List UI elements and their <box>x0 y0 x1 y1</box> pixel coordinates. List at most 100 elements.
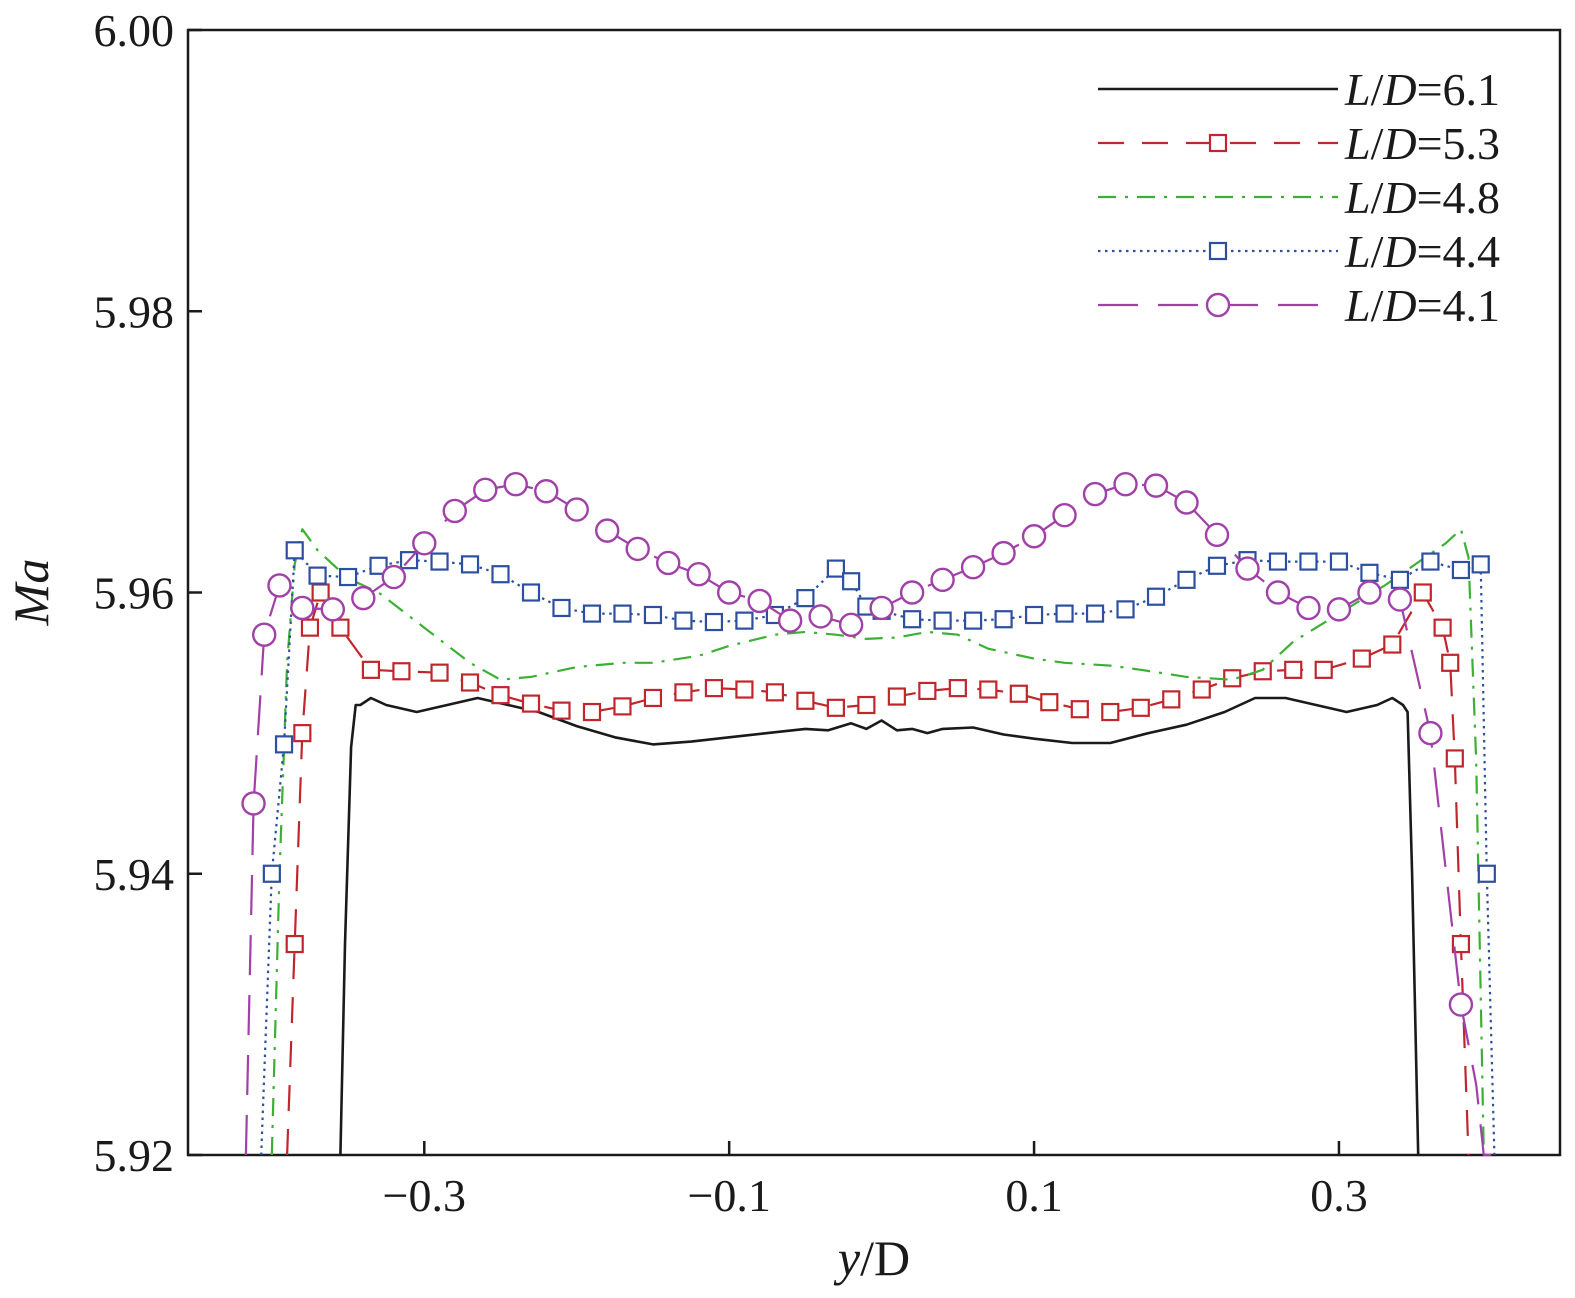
legend-entry: L/D=4.1 <box>1098 280 1500 331</box>
data-point <box>1383 635 1402 654</box>
data-point <box>903 610 922 629</box>
data-point <box>1235 556 1260 581</box>
data-point <box>534 479 559 504</box>
data-point <box>686 562 711 587</box>
data-point <box>918 681 937 701</box>
data-point <box>369 556 388 575</box>
data-point <box>656 550 681 576</box>
data-point <box>293 724 312 743</box>
y-tick-label: 5.98 <box>94 286 175 337</box>
series-l-d-4-8 <box>270 528 1485 1156</box>
data-point <box>503 472 528 497</box>
data-point <box>521 583 541 602</box>
data-point <box>747 588 772 614</box>
legend-entry: L/D=5.3 <box>1098 118 1500 169</box>
data-point <box>643 605 663 625</box>
data-point <box>1326 597 1352 622</box>
data-point <box>1055 604 1074 623</box>
data-point <box>1009 684 1028 703</box>
legend-label: L/D=6.1 <box>1344 64 1500 115</box>
data-point <box>338 567 358 587</box>
x-axis-title: y/D <box>833 1230 910 1286</box>
data-point <box>1387 587 1413 612</box>
data-point <box>1021 524 1047 549</box>
legend-label: L/D=4.4 <box>1344 226 1500 277</box>
data-point <box>308 566 327 585</box>
series-line <box>339 696 1420 1156</box>
series-l-d-4-4 <box>260 541 1496 1156</box>
x-tick-label: 0.1 <box>1005 1170 1063 1221</box>
data-point <box>1314 660 1333 679</box>
data-point <box>625 536 650 562</box>
data-point <box>1113 472 1138 497</box>
data-point <box>430 552 449 571</box>
data-point <box>1177 570 1196 589</box>
data-point <box>1451 934 1471 954</box>
data-point <box>351 585 376 611</box>
data-point <box>564 497 589 522</box>
data-point <box>473 477 498 503</box>
data-point <box>994 610 1013 629</box>
data-point <box>1357 580 1382 605</box>
x-axis-ticks: −0.3 −0.1 0.1 0.3 <box>383 1141 1368 1221</box>
data-point <box>1207 556 1227 575</box>
data-point <box>1329 552 1349 571</box>
data-point <box>1024 605 1044 625</box>
data-point <box>808 604 833 629</box>
data-point <box>460 555 480 574</box>
data-point <box>442 498 467 524</box>
data-point <box>979 680 998 699</box>
data-point <box>1418 720 1443 746</box>
data-point <box>1040 693 1059 712</box>
data-point <box>933 611 952 630</box>
legend-marker <box>1208 241 1228 261</box>
data-point <box>595 518 620 543</box>
data-point <box>857 695 876 715</box>
data-point <box>704 679 724 698</box>
data-point <box>716 580 742 605</box>
data-point <box>491 565 510 584</box>
x-tick-label: −0.1 <box>687 1170 770 1221</box>
legend-entry: L/D=4.4 <box>1098 226 1500 277</box>
legend-entry: L/D=4.8 <box>1098 172 1500 223</box>
data-point <box>1052 502 1077 528</box>
data-point <box>1448 992 1474 1017</box>
data-point <box>300 618 320 637</box>
data-point <box>838 612 864 638</box>
data-point <box>1116 600 1135 619</box>
data-point <box>1421 552 1440 571</box>
y-axis-title: Ma <box>3 559 59 627</box>
data-point <box>582 604 602 623</box>
data-point <box>241 791 266 816</box>
x-tick-label: 0.3 <box>1310 1170 1368 1221</box>
series-l-d-5-3 <box>285 583 1471 1156</box>
legend: L/D=6.1L/D=5.3L/D=4.8L/D=4.4L/D=4.1 <box>1098 64 1500 331</box>
data-point <box>582 702 602 722</box>
data-point <box>887 687 906 706</box>
data-point <box>521 694 541 713</box>
data-point <box>267 573 292 598</box>
series-l-d-4-1 <box>241 472 1492 1157</box>
data-point <box>1477 864 1496 883</box>
data-point <box>1085 604 1105 623</box>
data-point <box>1265 580 1291 605</box>
data-point <box>674 683 693 702</box>
y-axis-ticks: 5.92 5.94 5.96 5.98 6.00 <box>94 5 202 1181</box>
data-point <box>274 735 294 754</box>
series-line <box>260 549 1496 1156</box>
data-point <box>1192 680 1211 699</box>
legend-label: L/D=4.8 <box>1344 172 1500 223</box>
data-point <box>930 567 955 593</box>
data-point <box>960 554 986 580</box>
data-point <box>1204 522 1230 548</box>
data-point <box>613 697 632 716</box>
data-point <box>1162 690 1181 709</box>
data-point <box>948 679 967 698</box>
data-point <box>826 698 845 717</box>
data-point <box>552 701 571 720</box>
data-point <box>285 541 304 560</box>
x-tick-label: −0.3 <box>383 1170 466 1221</box>
y-tick-label: 5.92 <box>94 1130 175 1181</box>
legend-label: L/D=5.3 <box>1344 118 1500 169</box>
